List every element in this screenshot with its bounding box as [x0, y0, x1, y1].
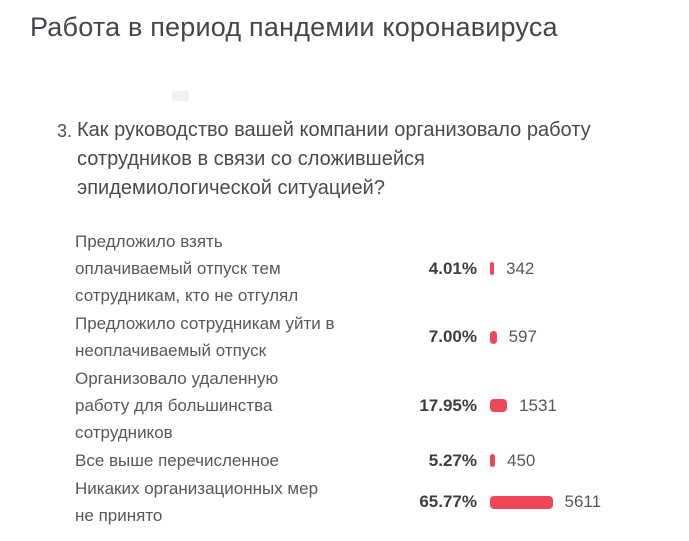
answer-bar: [490, 495, 553, 509]
page-title: Работа в период пандемии коронавируса: [30, 12, 558, 42]
answer-label: Предложило взять оплачиваемый отпуск тем…: [75, 232, 299, 305]
question-text: Как руководство вашей компании организов…: [77, 119, 591, 199]
answer-row: Предложило взять оплачиваемый отпуск тем…: [75, 228, 675, 309]
answer-label: Все выше перечисленное: [75, 451, 279, 470]
answer-percent: 65.77%: [419, 492, 477, 511]
answer-row: Никаких организационных мер не принято 6…: [75, 475, 675, 529]
answer-row: Все выше перечисленное 5.27% 450: [75, 447, 675, 474]
answer-bar: [490, 399, 508, 412]
answer-count: 1531: [519, 395, 557, 415]
answers-list: Предложило взять оплачиваемый отпуск тем…: [75, 228, 675, 530]
answer-bar: [490, 454, 495, 467]
question-block: 3. Как руководство вашей компании органи…: [57, 116, 591, 203]
answer-count: 342: [506, 258, 535, 278]
answer-label: Никаких организационных мер не принято: [75, 479, 319, 525]
answer-percent: 5.27%: [428, 450, 477, 470]
answer-bar: [490, 330, 497, 344]
answer-percent: 4.01%: [428, 258, 477, 278]
faint-artifact-mark: [172, 91, 189, 101]
question-number: 3.: [57, 121, 73, 141]
answer-percent: 7.00%: [428, 327, 477, 346]
answer-count: 450: [507, 450, 536, 470]
answer-row: Организовало удаленную работу для больши…: [75, 365, 675, 446]
answer-label: Организовало удаленную работу для больши…: [75, 369, 279, 442]
answer-row: Предложило сотрудникам уйти в неоплачива…: [75, 310, 675, 364]
answer-label: Предложило сотрудникам уйти в неоплачива…: [75, 314, 335, 360]
answer-count: 5611: [564, 492, 602, 511]
answer-percent: 17.95%: [419, 395, 477, 415]
answer-count: 597: [508, 327, 537, 346]
answer-bar: [490, 262, 494, 275]
